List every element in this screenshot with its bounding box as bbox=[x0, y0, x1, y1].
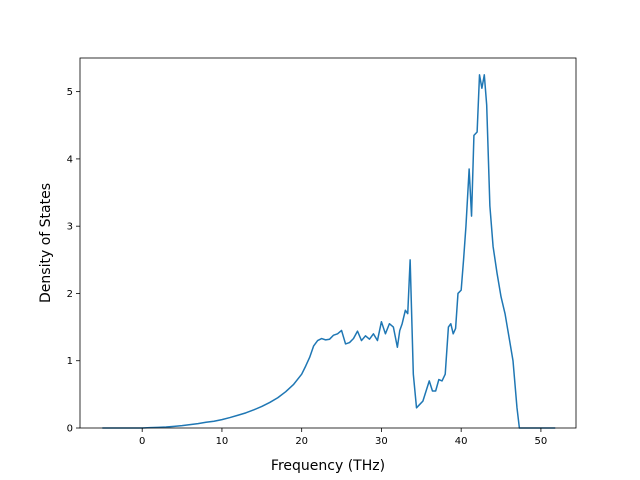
y-tick-label: 3 bbox=[67, 222, 73, 233]
y-tick-label: 5 bbox=[67, 87, 73, 98]
series-layer bbox=[102, 74, 556, 429]
y-axis-label: Density of States bbox=[38, 183, 54, 303]
x-tick-label: 0 bbox=[139, 436, 145, 447]
x-tick-label: 10 bbox=[216, 436, 229, 447]
x-tick-label: 40 bbox=[455, 436, 468, 447]
plot-frame bbox=[79, 57, 577, 429]
y-tick-label: 1 bbox=[67, 356, 73, 367]
x-tick-label: 30 bbox=[375, 436, 388, 447]
y-tick-label: 4 bbox=[67, 154, 73, 165]
y-tick-label: 0 bbox=[67, 424, 73, 435]
series-line bbox=[102, 74, 556, 429]
x-tick-label: 50 bbox=[535, 436, 548, 447]
plot-area bbox=[80, 58, 576, 428]
x-tick-label: 20 bbox=[295, 436, 308, 447]
x-axis: 0 10 20 30 40 50 bbox=[139, 428, 547, 447]
y-tick-label: 2 bbox=[67, 289, 73, 300]
x-axis-label: Frequency (THz) bbox=[271, 458, 385, 474]
y-axis: 0 1 2 3 4 5 bbox=[67, 87, 80, 435]
